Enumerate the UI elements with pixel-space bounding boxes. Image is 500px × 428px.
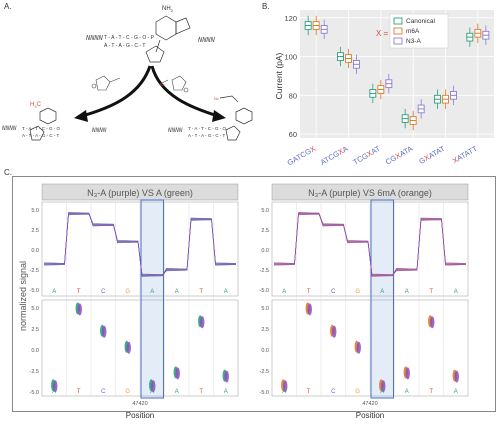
y-tick-label: 120 — [284, 14, 297, 23]
right-strand-top: T - A - T - C - G - O — [188, 126, 227, 131]
x-tick-label: GATCGX — [286, 144, 317, 167]
right-product — [219, 95, 253, 141]
top-strand: T - A - T - C - G - O - P — [104, 35, 155, 41]
legend-entry: m6A — [406, 28, 420, 35]
legend-swatch — [393, 27, 403, 35]
panel-b-boxplot: Current (pA) 60 80 100 120 GATCGXATCGXATCGX… — [274, 10, 494, 168]
x-axis-label: Position — [126, 411, 154, 420]
legend: X = Canonical m6A N3-A — [376, 13, 449, 49]
panel-c-frame — [12, 176, 496, 412]
grid — [300, 10, 494, 138]
n3-label-reagent: N3 — [160, 82, 165, 87]
y-tick-label: 60 — [289, 130, 297, 139]
y-tick-label: 80 — [289, 91, 297, 100]
top-wavy-left: NNNN — [85, 34, 104, 42]
legend-swatch — [393, 37, 403, 45]
y-tick-label: 100 — [284, 53, 297, 62]
x-tick-label: XATATT — [451, 144, 479, 166]
panel-b-label: B. — [262, 2, 270, 11]
x-axis-label: Position — [356, 411, 384, 420]
left-wavy-2: NNNN — [91, 127, 107, 134]
top-wavy-right: NNNN — [197, 36, 216, 44]
n3-label-product: N3 — [214, 96, 219, 101]
nh2-label: NH2 — [162, 6, 174, 13]
x-tick-label: CGXATA — [384, 144, 414, 167]
reagent-left — [91, 75, 121, 91]
left-wavy: NNNN — [1, 125, 17, 132]
bottom-strand: A - T - A - G - C - T — [104, 43, 145, 49]
right-wavy: NNNN — [167, 127, 183, 134]
x-tick-label: TCGXAT — [351, 144, 382, 167]
panel-a-label: A. — [4, 2, 12, 11]
left-product — [29, 107, 57, 141]
x-tick-label: ATCGXA — [319, 144, 350, 167]
panel-c-label: C. — [4, 168, 12, 177]
y-axis-label: Current (pA) — [274, 52, 284, 99]
legend-swatch — [393, 17, 403, 25]
h3c-label: H3C — [30, 102, 42, 109]
panel-a-schematic: NH2 NNNN T - A - T - C - G - O - P A - T… — [1, 6, 253, 141]
reaction-arrows — [81, 65, 219, 118]
x-tick-label: GXATAT — [417, 144, 446, 166]
left-strand-top: T - A - T - C - G - O — [22, 126, 61, 131]
top-nucleotide — [145, 15, 191, 63]
arrow-head-left — [74, 110, 88, 122]
right-strand-bottom: A - T - A - G - C - T — [188, 133, 226, 138]
legend-entry: N3-A — [406, 38, 421, 45]
arrow-head-right — [212, 110, 226, 122]
left-strand-bottom: A - T - A - G - C - T — [22, 133, 60, 138]
reagent-right — [159, 75, 189, 93]
legend-entry: Canonical — [406, 18, 435, 25]
y-ticks: 60 80 100 120 — [284, 14, 297, 139]
boxes — [304, 15, 490, 131]
legend-prefix: X = — [376, 29, 389, 38]
